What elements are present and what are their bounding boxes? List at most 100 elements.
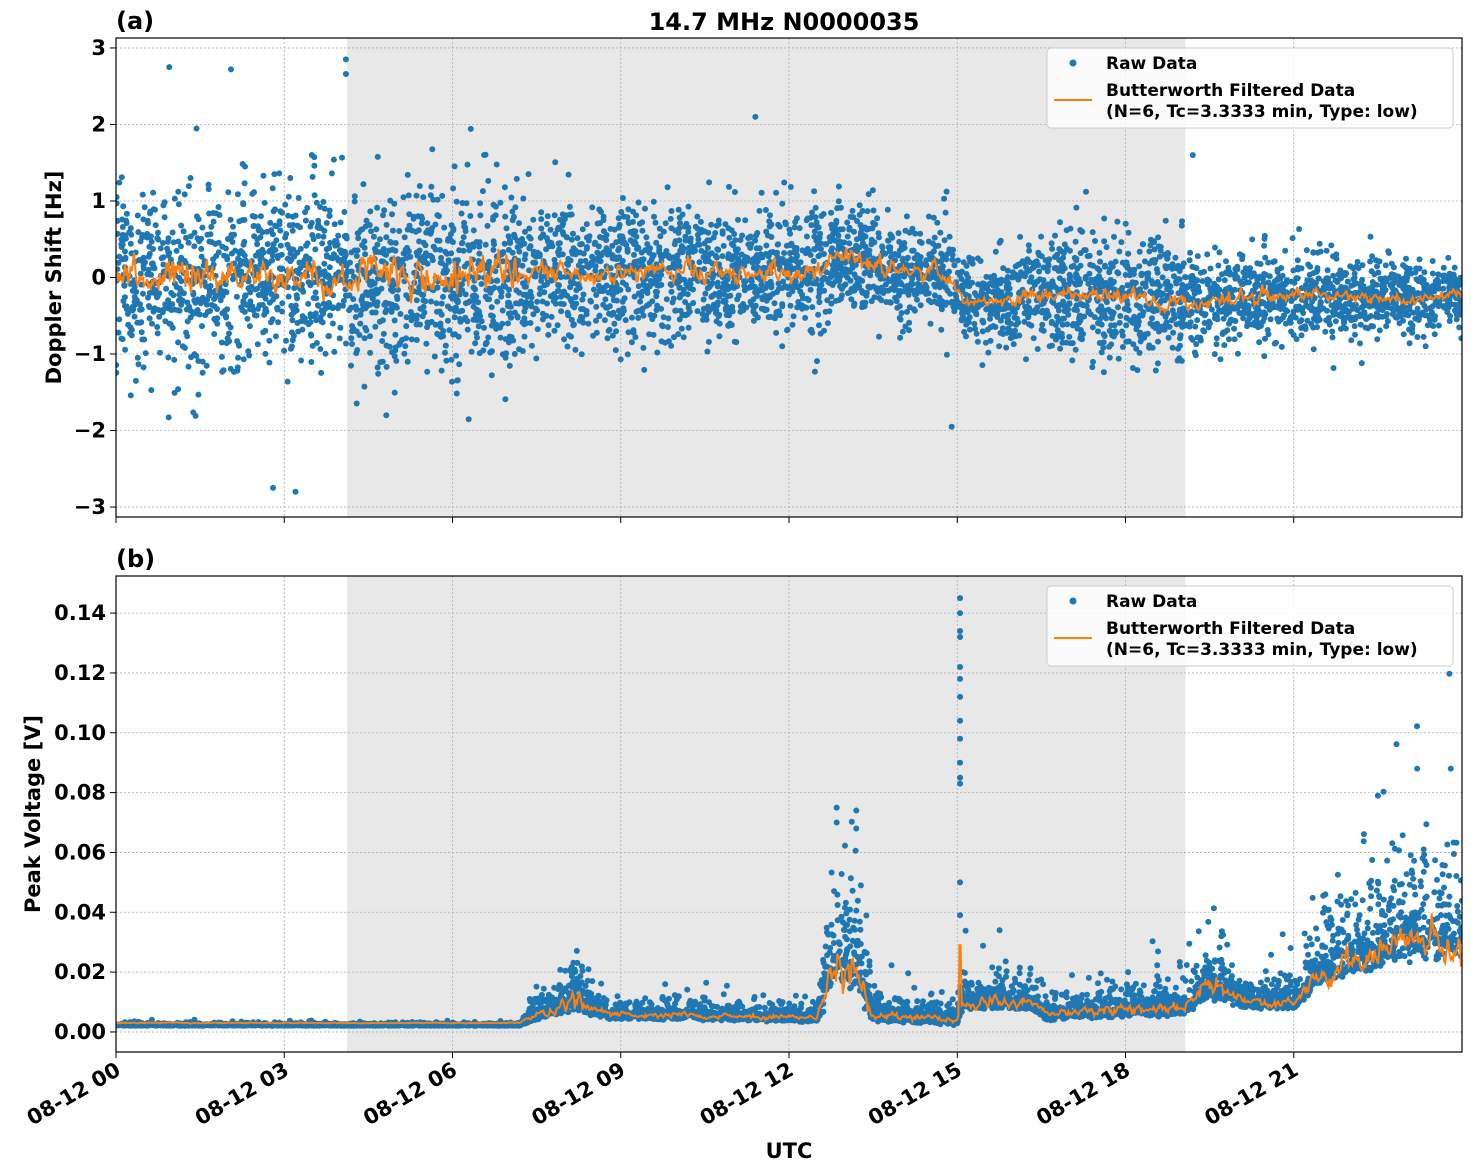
raw-data-point (133, 296, 140, 303)
raw-data-point (419, 215, 426, 222)
raw-data-point (938, 250, 945, 257)
raw-data-point (348, 335, 355, 342)
raw-data-point (1219, 271, 1225, 278)
raw-data-point (831, 222, 838, 229)
raw-data-point (1106, 327, 1113, 334)
raw-data-point (241, 216, 248, 223)
raw-data-point (838, 260, 845, 267)
raw-data-point (963, 321, 970, 328)
raw-data-point (1386, 250, 1392, 256)
raw-data-point (194, 235, 201, 242)
raw-data-point (145, 294, 151, 301)
raw-data-point (401, 234, 408, 241)
raw-data-point (1061, 241, 1068, 248)
raw-data-point (449, 378, 455, 385)
raw-data-point (1382, 300, 1389, 307)
raw-data-point (573, 287, 580, 294)
raw-data-point (1012, 327, 1018, 334)
raw-data-point (297, 265, 304, 272)
raw-data-point (1069, 357, 1076, 364)
raw-data-point (1294, 257, 1301, 264)
raw-data-point (987, 274, 994, 281)
raw-data-point (270, 241, 277, 248)
raw-data-point (1220, 329, 1227, 336)
raw-data-point (1343, 306, 1350, 313)
raw-data-point (1171, 311, 1178, 318)
raw-data-point (438, 300, 445, 307)
raw-data-point (254, 305, 261, 312)
raw-data-point (910, 247, 917, 254)
raw-data-point (1192, 323, 1199, 330)
raw-data-point (544, 213, 551, 220)
raw-data-point (1072, 346, 1079, 353)
raw-data-point (1038, 233, 1045, 240)
raw-data-point (208, 301, 215, 308)
raw-data-point (234, 338, 241, 345)
raw-data-point (1176, 355, 1183, 362)
raw-data-point (389, 211, 395, 218)
raw-data-point (118, 174, 125, 181)
raw-data-point (128, 231, 135, 238)
raw-data-point (848, 296, 855, 303)
raw-data-point (1384, 318, 1391, 325)
raw-data-point (838, 285, 845, 292)
raw-data-point (1239, 252, 1246, 259)
raw-data-point (340, 297, 347, 304)
raw-data-point (1138, 270, 1145, 277)
raw-data-point (700, 254, 707, 261)
raw-data-point (445, 257, 452, 264)
raw-data-point (307, 282, 314, 289)
raw-data-point (697, 218, 704, 225)
raw-data-point (1137, 329, 1144, 336)
raw-data-point (1162, 322, 1169, 329)
raw-data-point (315, 217, 322, 224)
raw-data-point (997, 329, 1004, 336)
raw-data-point (475, 323, 482, 330)
raw-data-point (1323, 317, 1330, 324)
raw-data-point (304, 204, 311, 211)
raw-data-point (538, 277, 545, 284)
raw-data-point (1244, 319, 1251, 325)
raw-data-point (898, 272, 905, 279)
raw-data-point (156, 313, 163, 320)
raw-data-point (946, 233, 953, 240)
raw-data-point (1357, 340, 1363, 347)
raw-data-point (329, 320, 336, 327)
raw-data-point (735, 216, 741, 223)
raw-data-point (513, 175, 520, 182)
raw-data-point (1213, 341, 1220, 348)
raw-data-point (119, 224, 126, 230)
raw-data-point (712, 230, 719, 236)
raw-data-point (453, 198, 460, 205)
raw-data-point (225, 236, 231, 242)
raw-data-point (866, 247, 873, 254)
raw-data-point (566, 211, 573, 218)
raw-data-point (340, 302, 346, 309)
raw-data-point (762, 207, 769, 213)
raw-data-point (773, 329, 780, 336)
raw-data-point (1266, 273, 1273, 280)
raw-data-point (390, 227, 396, 234)
raw-data-point (1130, 271, 1137, 277)
raw-data-point (726, 183, 732, 190)
raw-data-point (1075, 275, 1082, 282)
raw-data-point (1310, 346, 1317, 353)
raw-data-point (741, 287, 748, 294)
raw-data-point (1058, 248, 1065, 255)
raw-data-point (242, 163, 248, 170)
raw-data-point (1115, 304, 1121, 311)
raw-data-point (1107, 277, 1114, 283)
raw-data-point (1328, 242, 1335, 249)
raw-data-point (283, 337, 289, 344)
raw-data-point (1124, 282, 1131, 289)
raw-data-point (1323, 247, 1330, 254)
raw-data-point (811, 368, 818, 375)
raw-data-point (1271, 258, 1278, 265)
raw-data-point (583, 221, 590, 228)
raw-data-point (625, 206, 632, 213)
raw-data-point (406, 211, 413, 218)
raw-data-point (846, 240, 853, 247)
raw-data-point (987, 337, 994, 344)
raw-data-point (451, 314, 458, 321)
raw-data-point (501, 184, 508, 191)
